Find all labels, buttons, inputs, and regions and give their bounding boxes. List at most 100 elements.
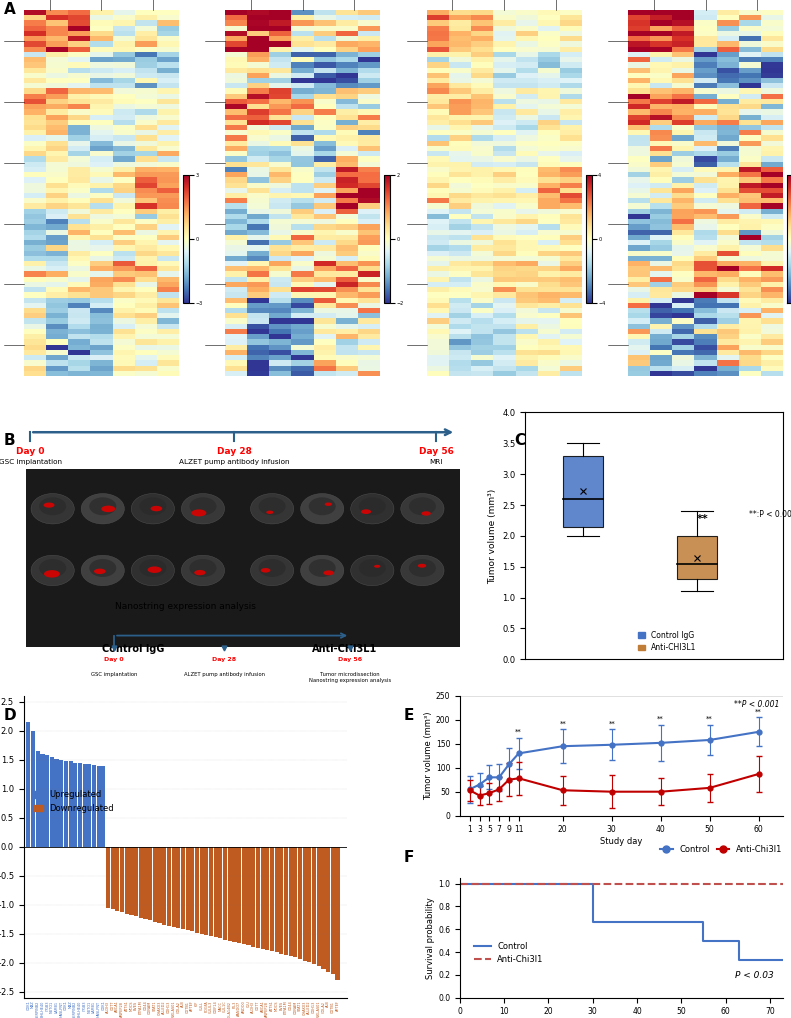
Ellipse shape — [139, 559, 166, 577]
Text: ALDH3: ALDH3 — [106, 1001, 110, 1013]
Text: SERPINB2: SERPINB2 — [74, 1001, 78, 1018]
Legend: Control, Anti-Chi3l1: Control, Anti-Chi3l1 — [657, 841, 785, 857]
Bar — [279, 847, 283, 954]
Text: COLA2: COLA2 — [176, 1001, 180, 1013]
Bar — [130, 847, 134, 915]
Bar — [167, 847, 171, 925]
Ellipse shape — [44, 503, 55, 508]
Bar — [326, 847, 330, 971]
Text: KIF: KIF — [195, 1001, 199, 1006]
Text: C: C — [514, 433, 525, 448]
Text: **P < 0.001: **P < 0.001 — [735, 699, 780, 709]
Ellipse shape — [350, 555, 394, 585]
Bar — [289, 847, 293, 956]
Ellipse shape — [259, 559, 286, 577]
Text: BHLHE40: BHLHE40 — [78, 1001, 82, 1017]
Text: ANKLAS01: ANKLAS01 — [172, 1001, 176, 1018]
Bar — [115, 847, 119, 911]
Ellipse shape — [324, 570, 334, 575]
Bar — [270, 847, 274, 951]
Text: CDK1: CDK1 — [64, 1001, 68, 1011]
Bar — [45, 755, 49, 847]
Text: CDIF14: CDIF14 — [214, 1001, 218, 1013]
Bar — [204, 847, 209, 935]
Text: Day 0: Day 0 — [16, 447, 44, 456]
Bar — [195, 847, 199, 932]
Text: ATTS1: ATTS1 — [270, 1001, 274, 1012]
Text: CHAK03: CHAK03 — [303, 1001, 307, 1015]
Ellipse shape — [195, 570, 206, 575]
Bar — [284, 847, 288, 955]
Text: SERPINB2: SERPINB2 — [36, 1001, 40, 1018]
Bar — [157, 847, 161, 923]
Bar — [321, 847, 326, 969]
Text: ETFA1M: ETFA1M — [284, 1001, 288, 1014]
Bar — [134, 847, 138, 916]
Bar — [303, 847, 307, 961]
Text: ANKLAS01: ANKLAS01 — [316, 1001, 321, 1018]
Bar — [87, 765, 91, 847]
Text: PIL3: PIL3 — [233, 1001, 237, 1008]
Ellipse shape — [267, 511, 274, 514]
Bar — [312, 847, 316, 964]
Legend: Upregulated, Downregulated: Upregulated, Downregulated — [31, 787, 117, 816]
Bar — [125, 847, 129, 913]
Text: LAMB1: LAMB1 — [92, 1001, 96, 1013]
Text: CDNAM: CDNAM — [148, 1001, 152, 1014]
Bar — [218, 847, 222, 939]
Ellipse shape — [31, 555, 74, 585]
Text: D: D — [4, 708, 17, 723]
Bar — [153, 847, 157, 922]
Text: CD44: CD44 — [143, 1001, 147, 1010]
Text: ALZET pump antibody infusion: ALZET pump antibody infusion — [184, 672, 264, 677]
Text: APTEF: APTEF — [335, 1001, 339, 1012]
Text: NDLA14B2: NDLA14B2 — [228, 1001, 232, 1018]
Text: ITGB3: ITGB3 — [45, 1001, 49, 1011]
Ellipse shape — [31, 494, 74, 524]
Bar — [308, 847, 312, 962]
Text: CDTB1: CDTB1 — [186, 1001, 190, 1013]
Y-axis label: Survival probability: Survival probability — [426, 897, 435, 978]
Text: BVES: BVES — [134, 1001, 138, 1010]
Bar — [64, 760, 68, 847]
Ellipse shape — [409, 498, 436, 515]
Text: ITGB3: ITGB3 — [82, 1001, 86, 1011]
Ellipse shape — [401, 494, 444, 524]
Text: **:P < 0.009: **:P < 0.009 — [749, 510, 791, 519]
Text: CDH13: CDH13 — [167, 1001, 171, 1013]
Text: ABCA1: ABCA1 — [260, 1001, 264, 1013]
Ellipse shape — [44, 570, 60, 577]
Text: BHLHE40: BHLHE40 — [40, 1001, 44, 1017]
FancyBboxPatch shape — [677, 535, 717, 579]
Bar — [26, 722, 31, 847]
Text: ALB: ALB — [181, 1001, 185, 1007]
Text: Day 56: Day 56 — [419, 447, 454, 456]
Text: ALLED2: ALLED2 — [162, 1001, 166, 1014]
Text: F: F — [403, 850, 414, 865]
Text: BVES: BVES — [279, 1001, 283, 1010]
Bar — [82, 764, 87, 847]
Bar — [199, 847, 204, 934]
Ellipse shape — [361, 509, 371, 514]
Text: ABCA1: ABCA1 — [115, 1001, 119, 1013]
Bar — [176, 847, 180, 928]
Ellipse shape — [181, 494, 225, 524]
Text: CUL1C: CUL1C — [223, 1001, 227, 1012]
Legend: Control, Anti-Chi3l1: Control, Anti-Chi3l1 — [471, 939, 547, 967]
Bar — [274, 847, 278, 953]
Text: **: ** — [608, 721, 615, 727]
Text: ANPEP28: ANPEP28 — [120, 1001, 124, 1017]
Bar — [106, 847, 110, 908]
Ellipse shape — [191, 509, 206, 516]
Bar — [316, 847, 321, 966]
Legend: Control IgG, Anti-CHI3L1: Control IgG, Anti-CHI3L1 — [634, 627, 700, 656]
Bar — [50, 756, 54, 847]
Text: CHAK03: CHAK03 — [157, 1001, 161, 1015]
Bar — [148, 847, 152, 920]
Bar — [92, 765, 96, 847]
FancyBboxPatch shape — [26, 469, 460, 647]
Text: ETFA1M: ETFA1M — [138, 1001, 143, 1014]
Bar — [55, 758, 59, 847]
Ellipse shape — [181, 555, 225, 585]
Text: Day 56: Day 56 — [338, 657, 362, 662]
